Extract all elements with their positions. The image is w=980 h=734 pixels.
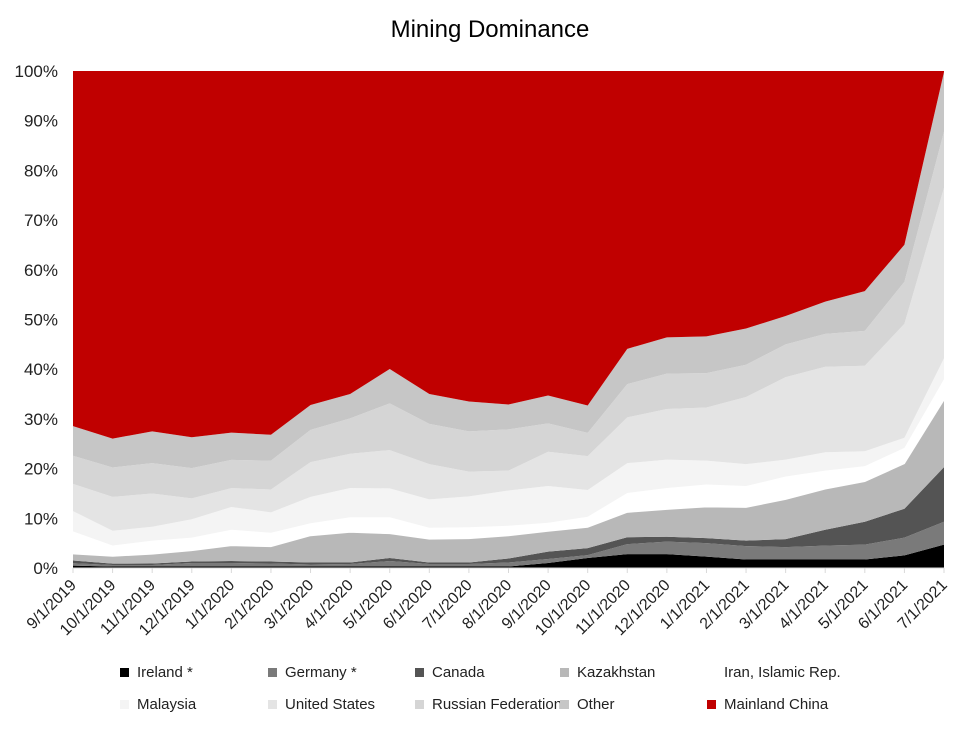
y-tick-label: 50%: [24, 311, 58, 330]
y-tick-label: 70%: [24, 211, 58, 230]
legend-swatch: [120, 668, 129, 677]
area-malaysia: [73, 358, 944, 546]
area-germany: [73, 521, 944, 567]
area-kazakhstan: [73, 400, 944, 564]
legend-label: Russian Federation: [432, 696, 563, 713]
legend-item: Ireland *: [120, 664, 193, 681]
legend-swatch: [707, 668, 716, 677]
legend-label: Canada: [432, 664, 485, 681]
y-tick-label: 90%: [24, 112, 58, 131]
y-tick-label: 40%: [24, 360, 58, 379]
area-united-states: [73, 187, 944, 531]
legend-label: Kazakhstan: [577, 664, 656, 681]
y-tick-label: 20%: [24, 460, 58, 479]
legend-item: Germany *: [268, 664, 357, 681]
legend-label: Germany *: [285, 664, 357, 681]
y-tick-label: 100%: [15, 62, 58, 81]
legend-item: Other: [560, 696, 615, 713]
legend-swatch: [707, 700, 716, 709]
y-tick-label: 80%: [24, 161, 58, 180]
legend-swatch: [415, 700, 424, 709]
legend-label: Ireland *: [137, 664, 193, 681]
y-tick-label: 10%: [24, 509, 58, 528]
legend-label: Other: [577, 696, 615, 713]
legend-item: Mainland China: [707, 696, 828, 713]
legend-swatch: [415, 668, 424, 677]
area-layer: [72, 71, 945, 568]
y-tick-label: 30%: [24, 410, 58, 429]
x-axis-ticks: 9/1/201910/1/201911/1/201912/1/20191/1/2…: [24, 568, 951, 639]
y-axis-ticks: 0% 10% 20% 30% 40% 50% 60% 70% 80% 90% 100%: [15, 62, 58, 578]
area-mainland-china: [73, 71, 944, 439]
legend-item: Canada: [415, 664, 485, 681]
y-tick-label: 0%: [33, 559, 58, 578]
area-ireland: [73, 544, 944, 568]
legend-label: Iran, Islamic Rep.: [724, 664, 841, 681]
legend-item: Malaysia: [120, 696, 196, 713]
legend-swatch: [120, 700, 129, 709]
legend-item: United States: [268, 696, 375, 713]
legend-swatch: [268, 668, 277, 677]
legend-label: Malaysia: [137, 696, 197, 713]
legend-item: Iran, Islamic Rep.: [707, 664, 841, 681]
legend-label: Mainland China: [724, 696, 829, 713]
legend-label: United States: [285, 696, 376, 713]
legend-swatch: [560, 700, 569, 709]
legend-item: Russian Federation: [415, 696, 562, 713]
legend-swatch: [268, 700, 277, 709]
legend-item: Kazakhstan: [560, 664, 655, 681]
area-canada: [73, 467, 944, 566]
y-tick-label: 60%: [24, 261, 58, 280]
legend-swatch: [560, 668, 569, 677]
chart-title: Mining Dominance: [390, 16, 590, 43]
